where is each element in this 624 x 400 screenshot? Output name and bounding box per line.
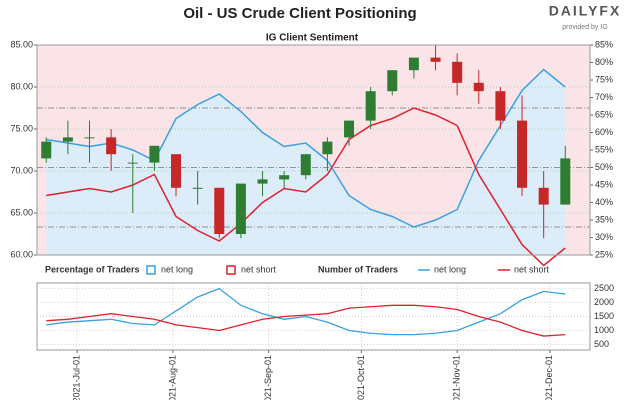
y2-tick-label: 65% bbox=[595, 109, 613, 119]
x-tick-label: 2021-Oct-01 bbox=[356, 355, 366, 400]
y2-tick-label: 40% bbox=[595, 197, 613, 207]
chart-title: IG Client Sentiment bbox=[266, 33, 359, 44]
y-tick-label: 500 bbox=[594, 339, 609, 349]
y-tick-label: 75.00 bbox=[10, 123, 33, 133]
candle-body bbox=[84, 137, 95, 139]
y-tick-label: 2500 bbox=[594, 283, 614, 293]
candle-body bbox=[127, 162, 138, 164]
legend-swatch bbox=[146, 265, 156, 275]
x-tick-label: 2021-Aug-01 bbox=[167, 355, 177, 400]
series-line bbox=[46, 287, 566, 336]
y-tick-label: 1000 bbox=[594, 325, 614, 335]
legend-label: net long bbox=[434, 264, 466, 274]
page-title: Oil - US Crude Client Positioning bbox=[183, 5, 416, 22]
legend-title: Number of Traders bbox=[318, 264, 398, 274]
candle-body bbox=[257, 179, 268, 184]
candle-body bbox=[452, 61, 463, 83]
candle-body bbox=[560, 158, 571, 205]
y2-tick-label: 60% bbox=[595, 127, 613, 137]
plot-frame bbox=[36, 44, 591, 256]
y-tick-label: 70.00 bbox=[10, 165, 33, 175]
series-line bbox=[46, 68, 566, 228]
y2-tick-label: 55% bbox=[595, 144, 613, 154]
y2-tick-label: 35% bbox=[595, 214, 613, 224]
legend-label: net short bbox=[514, 264, 550, 274]
candle-body bbox=[473, 82, 484, 92]
x-tick-label: 2021-Dec-01 bbox=[544, 355, 554, 400]
x-tick-label: 2021-Sep-01 bbox=[263, 355, 273, 400]
legend-label: net short bbox=[241, 264, 277, 274]
candle-body bbox=[106, 137, 117, 155]
plot-frame bbox=[36, 282, 591, 351]
candle-body bbox=[235, 183, 246, 234]
candle-body bbox=[171, 154, 182, 188]
candle-body bbox=[430, 57, 441, 62]
candle-body bbox=[192, 187, 203, 189]
x-tick-label: 2021-Nov-01 bbox=[452, 355, 462, 400]
y2-tick-label: 45% bbox=[595, 179, 613, 189]
x-tick-label: 2021-Jul-01 bbox=[72, 355, 82, 400]
candle-body bbox=[300, 154, 311, 176]
y-tick-label: 80.00 bbox=[10, 81, 33, 91]
candle-body bbox=[495, 91, 506, 121]
y-tick-label: 65.00 bbox=[10, 207, 33, 217]
legend-label: net long bbox=[161, 264, 193, 274]
candle-body bbox=[41, 141, 52, 159]
y2-tick-label: 30% bbox=[595, 232, 613, 242]
candle-body bbox=[408, 57, 419, 71]
legend-swatch bbox=[226, 265, 236, 275]
y-tick-label: 2000 bbox=[594, 297, 614, 307]
candle-body bbox=[538, 187, 549, 205]
y-tick-label: 85.00 bbox=[10, 39, 33, 49]
y2-tick-label: 70% bbox=[595, 92, 613, 102]
y-tick-label: 1500 bbox=[594, 311, 614, 321]
candle-body bbox=[517, 120, 528, 188]
legend-title: Percentage of Traders bbox=[45, 264, 140, 274]
candle-body bbox=[322, 141, 333, 155]
logo: DAILYFX bbox=[549, 3, 622, 19]
y2-tick-label: 75% bbox=[595, 74, 613, 84]
candle-body bbox=[279, 175, 290, 180]
candle-body bbox=[365, 91, 376, 121]
y-tick-label: 60.00 bbox=[10, 249, 33, 259]
y2-tick-label: 85% bbox=[595, 39, 613, 49]
logo-sub: provided by IG bbox=[562, 24, 608, 31]
candle-body bbox=[344, 120, 355, 138]
candle-body bbox=[214, 187, 225, 234]
candle-body bbox=[387, 70, 398, 92]
candle-body bbox=[149, 145, 160, 163]
series-line bbox=[46, 304, 566, 337]
candle-body bbox=[62, 137, 73, 142]
y2-tick-label: 80% bbox=[595, 57, 613, 67]
y2-tick-label: 25% bbox=[595, 249, 613, 259]
y2-tick-label: 50% bbox=[595, 162, 613, 172]
